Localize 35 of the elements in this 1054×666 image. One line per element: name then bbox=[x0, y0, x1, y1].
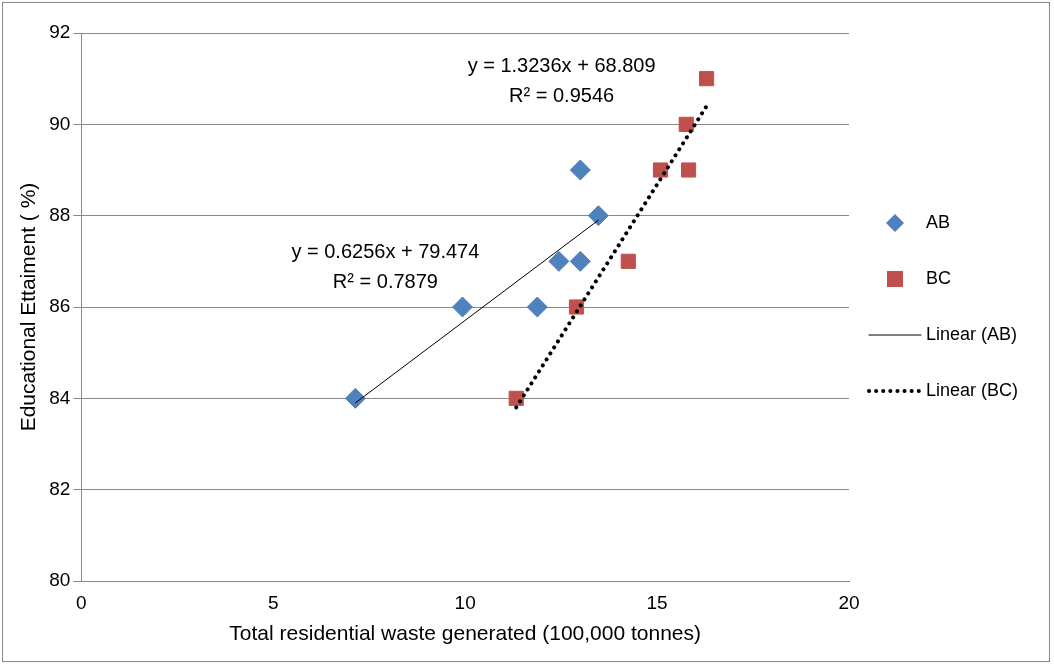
annotation: R² = 0.9546 bbox=[509, 83, 615, 106]
legend-label: Linear (AB) bbox=[926, 323, 1018, 344]
legend-label: Linear (BC) bbox=[926, 379, 1019, 400]
point bbox=[344, 387, 366, 409]
point bbox=[652, 162, 669, 178]
y-tick-label: 92 bbox=[49, 21, 71, 43]
point bbox=[508, 390, 524, 406]
x-tick-label: 20 bbox=[838, 591, 860, 613]
point bbox=[678, 116, 694, 132]
point bbox=[620, 253, 636, 269]
x-axis-title: Total residential waste generated (100,000 tonnes) bbox=[229, 621, 701, 645]
point bbox=[699, 71, 715, 87]
point bbox=[680, 162, 697, 178]
point bbox=[451, 296, 473, 318]
y-tick-label: 84 bbox=[49, 386, 71, 408]
y-tick-label: 88 bbox=[49, 203, 71, 225]
x-tick-label: 5 bbox=[267, 591, 279, 613]
annotation: y = 0.6256x + 79.474 bbox=[291, 240, 480, 263]
annotation: R² = 0.7879 bbox=[332, 270, 438, 293]
point bbox=[526, 296, 548, 318]
point bbox=[587, 205, 609, 227]
y-tick-label: 86 bbox=[49, 295, 71, 317]
x-tick-label: 10 bbox=[454, 591, 476, 613]
x-tick-label: 15 bbox=[646, 591, 668, 613]
point bbox=[548, 250, 570, 272]
annotation: y = 1.3236x + 68.809 bbox=[467, 53, 656, 76]
y-tick-label: 90 bbox=[49, 112, 71, 134]
point bbox=[569, 159, 591, 181]
x-tick-label: 0 bbox=[76, 591, 87, 613]
y-tick-label: 82 bbox=[49, 477, 71, 499]
legend-label: AB bbox=[926, 211, 951, 232]
point bbox=[569, 250, 591, 272]
legend-label: BC bbox=[926, 267, 952, 288]
y-tick-label: 80 bbox=[49, 569, 71, 591]
y-axis-title: Educational Ettaiment ( %) bbox=[16, 182, 40, 432]
